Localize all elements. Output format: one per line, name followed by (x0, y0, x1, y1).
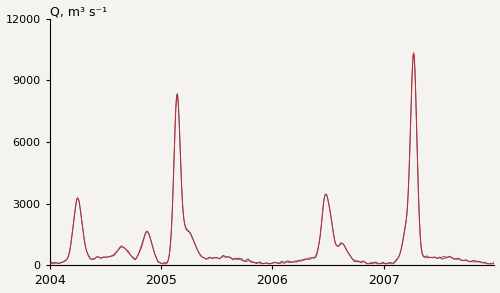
Text: Q, m³ s⁻¹: Q, m³ s⁻¹ (50, 6, 107, 18)
